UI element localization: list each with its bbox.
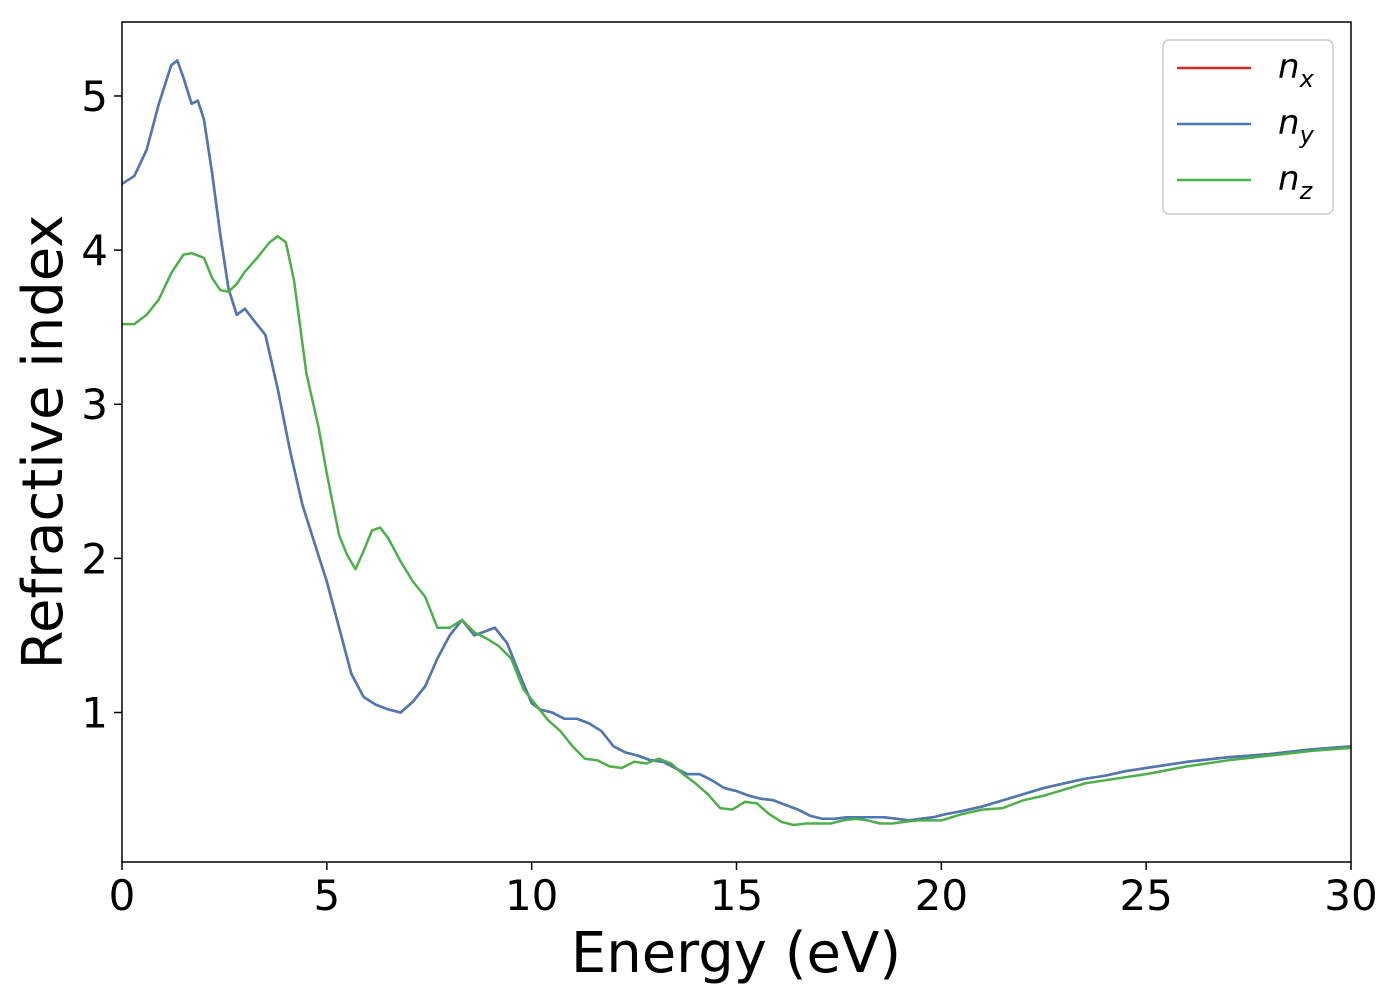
series-line-n-z [122, 234, 1351, 827]
y-tick-label: 3 [81, 380, 108, 429]
x-tick-label: 30 [1324, 871, 1377, 920]
legend-label-n-x: nx [1278, 47, 1315, 93]
y-tick-label: 1 [81, 688, 108, 737]
y-tick-label: 4 [81, 226, 108, 275]
x-tick-label: 15 [710, 871, 763, 920]
legend: nx ny nz [1162, 39, 1334, 215]
x-tick-label: 25 [1119, 871, 1172, 920]
x-axis-title: Energy (eV) [571, 921, 901, 986]
y-tick-label: 2 [81, 534, 108, 583]
x-tick-label: 10 [505, 871, 558, 920]
legend-label-n-y: ny [1278, 103, 1315, 149]
x-tick-label: 5 [313, 871, 340, 920]
legend-label-n-z: nz [1278, 159, 1314, 205]
plot-background [122, 22, 1351, 862]
x-axis: 0 5 10 15 20 25 30 [109, 862, 1378, 920]
y-axis: 1 2 3 4 5 [81, 72, 122, 737]
series-line-n-y [122, 59, 1351, 822]
y-axis-title: Refractive index [11, 215, 76, 670]
x-tick-label: 20 [915, 871, 968, 920]
series-layer [122, 59, 1351, 827]
x-tick-label: 0 [109, 871, 136, 920]
y-tick-label: 5 [81, 72, 108, 121]
legend-box [1162, 39, 1334, 215]
